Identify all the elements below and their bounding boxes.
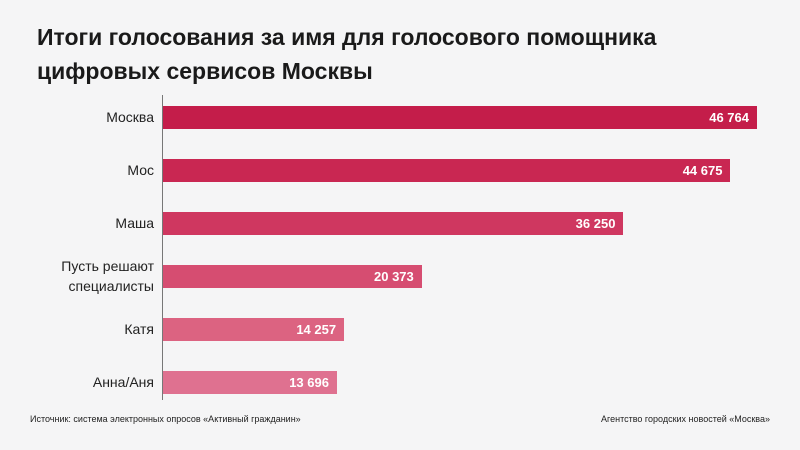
bar: 13 696 bbox=[163, 370, 337, 394]
credit: Агентство городских новостей «Москва» bbox=[601, 414, 770, 424]
category-label: Мос bbox=[127, 162, 154, 178]
category-label: Катя bbox=[124, 321, 154, 337]
bar: 44 675 bbox=[163, 158, 731, 182]
value-label: 20 373 bbox=[374, 268, 414, 284]
bar: 46 764 bbox=[163, 105, 757, 129]
category-label: Анна/Аня bbox=[92, 374, 154, 390]
value-label: 14 257 bbox=[296, 321, 337, 337]
bar: 36 250 bbox=[163, 211, 624, 235]
chart-title: Итоги голосования за имя для голосового … bbox=[37, 24, 657, 84]
bar: 14 257 bbox=[163, 317, 345, 341]
value-label: 46 764 bbox=[709, 109, 749, 125]
category-label: Пусть решают специалисты bbox=[61, 258, 154, 294]
category-label: Маша bbox=[115, 215, 154, 231]
axis-line bbox=[162, 95, 163, 400]
category-label: Москва bbox=[106, 109, 154, 125]
bar: 20 373 bbox=[163, 264, 422, 288]
value-label: 36 250 bbox=[575, 215, 616, 231]
source: Источник: система электронных опросов «А… bbox=[30, 414, 301, 424]
value-label: 44 675 bbox=[682, 162, 723, 178]
value-label: 13 696 bbox=[289, 374, 329, 390]
